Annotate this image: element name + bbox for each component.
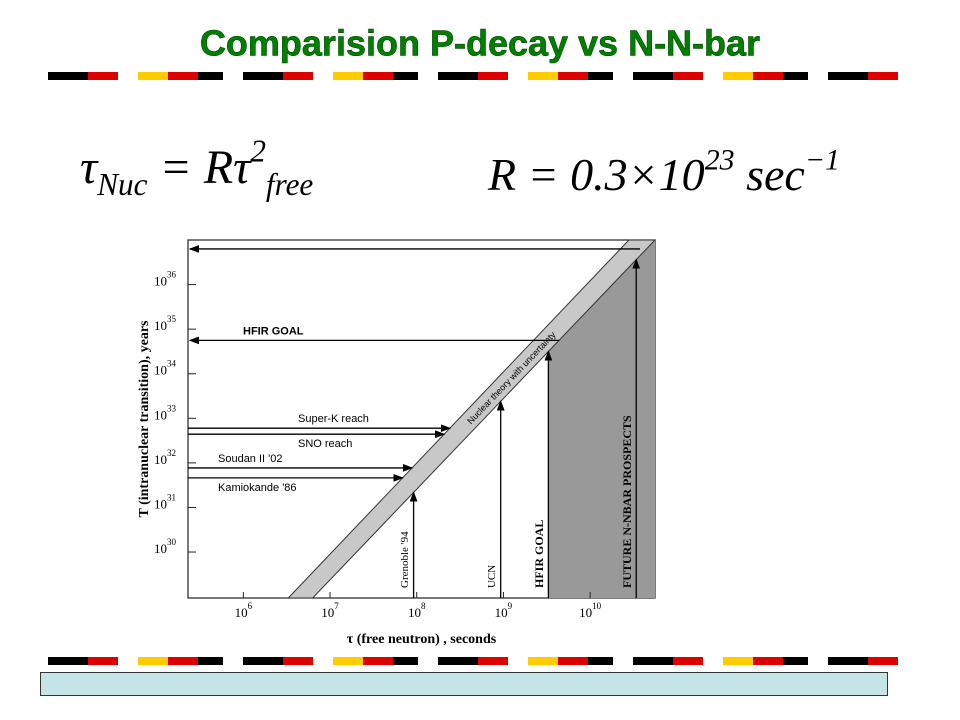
slide-title: Comparision P-decay vs N-N-bar xyxy=(200,23,760,64)
limit-label: Grenoble '94 xyxy=(399,531,411,588)
x-tick-label: 107 xyxy=(321,601,339,620)
x-tick-label: 106 xyxy=(235,601,253,620)
formula: R = 0.3×1023 sec−1 xyxy=(487,143,840,200)
formula-part: 2 xyxy=(250,133,266,168)
limit-label: Soudan II '02 xyxy=(218,453,283,465)
limit-label: Kamiokande '86 xyxy=(218,482,297,494)
y-tick-label: 1032 xyxy=(154,448,176,467)
x-tick-label: 108 xyxy=(408,601,426,620)
limit-label: HFIR GOAL xyxy=(532,520,546,588)
limit-label: FUTURE N-NBAR PROSPECTS xyxy=(620,415,634,588)
formula-part: −1 xyxy=(805,143,840,176)
footer-box xyxy=(40,672,888,696)
limit-label: UCN xyxy=(486,565,498,588)
y-tick-label: 1034 xyxy=(154,359,177,378)
formula-part: τ xyxy=(80,141,99,194)
plot: HFIR GOAL Super-K reach SNO reach Soudan II… xyxy=(187,239,657,599)
limit-label: SNO reach xyxy=(298,438,352,450)
formula-part: R = 0.3×10 xyxy=(487,149,705,200)
formula: τNuc = Rτ2free xyxy=(80,133,313,202)
y-tick-label: 1035 xyxy=(154,314,177,333)
formula-part: 23 xyxy=(705,143,735,176)
formula-part: = Rτ xyxy=(147,141,252,194)
theory-band xyxy=(287,239,657,599)
y-tick-label: 1030 xyxy=(154,537,177,556)
limit-label: Super-K reach xyxy=(298,413,369,425)
x-axis-label: τ (free neutron) , seconds xyxy=(347,632,497,647)
formula-part: free xyxy=(266,167,313,202)
shaded-region xyxy=(548,240,655,598)
formula-part: Nuc xyxy=(96,167,147,202)
x-tick-label: 1010 xyxy=(579,601,602,620)
top-stripe xyxy=(48,72,912,80)
formula-part: sec xyxy=(735,149,805,200)
limit-label: HFIR GOAL xyxy=(243,325,304,337)
y-tick-label: 1036 xyxy=(154,270,177,289)
bottom-stripe xyxy=(48,657,912,665)
y-tick-label: 1033 xyxy=(154,403,177,422)
y-tick-label: 1031 xyxy=(154,493,176,512)
y-axis-label: T (intranuclear transition), years xyxy=(137,320,152,518)
x-tick-label: 109 xyxy=(495,601,513,620)
